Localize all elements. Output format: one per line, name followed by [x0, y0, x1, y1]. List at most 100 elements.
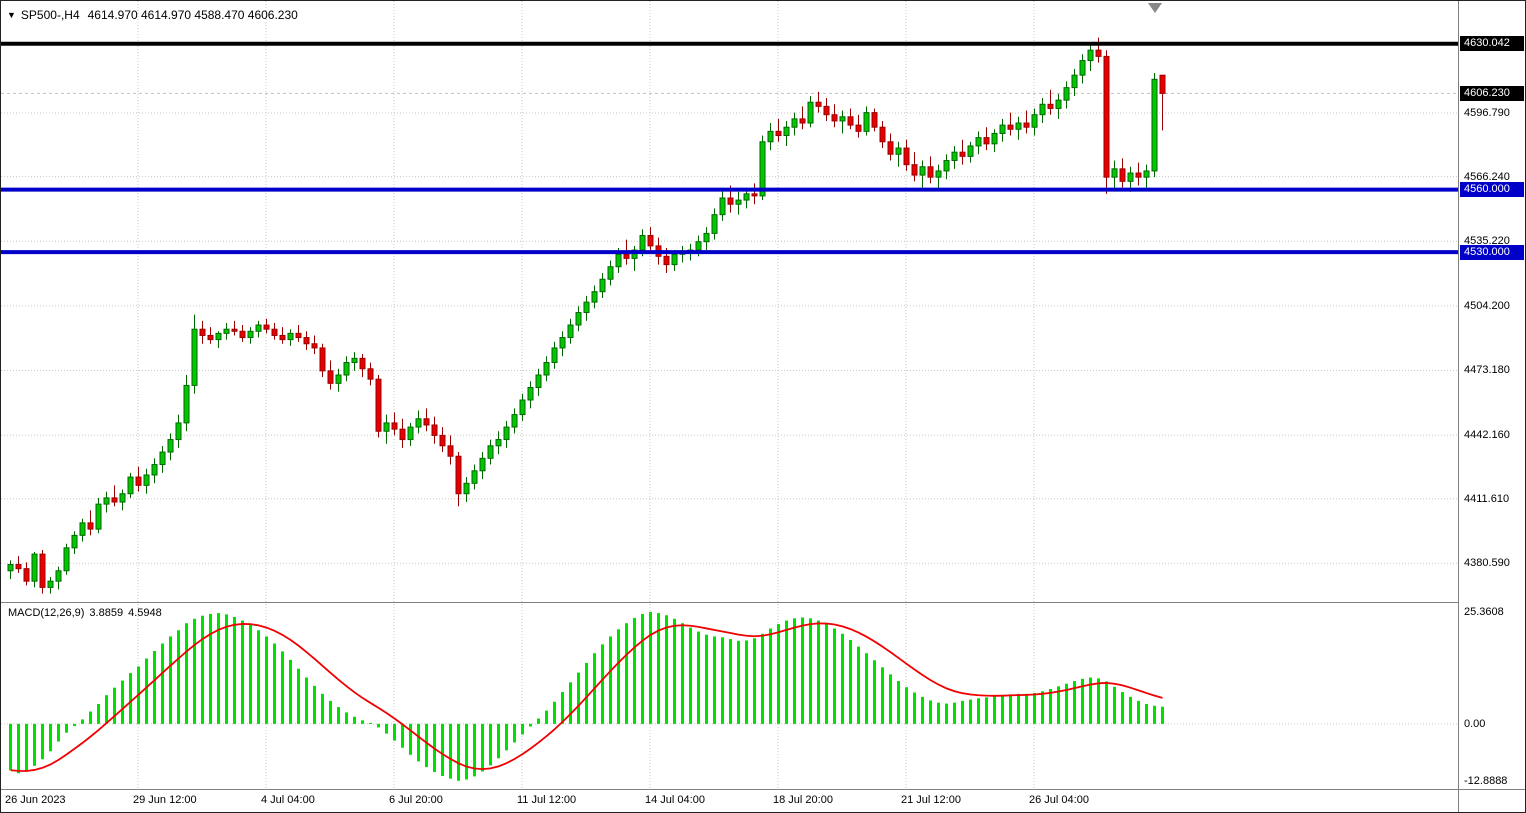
macd-histogram-bar	[729, 639, 732, 724]
macd-histogram-bar	[865, 653, 868, 724]
candle-body	[887, 141, 894, 155]
candle-body	[271, 328, 278, 336]
macd-histogram-bar	[41, 723, 44, 760]
macd-histogram-bar	[633, 617, 636, 724]
price-axis[interactable]: 4630.042 4606.230 4596.790 4566.240 4560.000…	[1458, 1, 1525, 789]
candle-body	[567, 324, 574, 339]
macd-histogram-bar	[257, 630, 260, 724]
candle-body	[807, 101, 814, 124]
macd-histogram-bar	[665, 615, 668, 724]
candle-body	[663, 255, 670, 266]
candle-body	[247, 330, 254, 339]
time-axis-label: 4 Jul 04:00	[261, 794, 315, 806]
time-axis-label: 6 Jul 20:00	[389, 794, 443, 806]
candle-body	[167, 439, 174, 453]
candle-body	[343, 362, 350, 376]
quote-ohlc: 4614.970 4614.970 4588.470 4606.230	[87, 8, 298, 22]
candle-body	[207, 334, 214, 341]
candle-body	[719, 197, 726, 216]
candle-body	[119, 493, 126, 503]
price-axis-label: 4442.160	[1464, 429, 1510, 442]
chart-plot-area[interactable]: ▼ SP500-,H4 4614.970 4614.970 4588.470 460…	[1, 1, 1458, 789]
macd-histogram-bar	[961, 700, 964, 724]
candle-body	[391, 422, 398, 430]
candle-body	[439, 434, 446, 447]
candle-body	[871, 112, 878, 128]
candle-body	[615, 253, 622, 268]
time-axis-label: 11 Jul 12:00	[517, 794, 577, 806]
candle-body	[231, 328, 238, 332]
candle-body	[1063, 87, 1070, 101]
candle-body	[191, 328, 198, 386]
macd-histogram-bar	[297, 668, 300, 724]
candle-body	[15, 564, 22, 570]
candle-body	[47, 580, 54, 588]
candle-body	[1111, 168, 1118, 178]
chart-canvas[interactable]	[1, 1, 1458, 789]
macd-histogram-bar	[193, 618, 196, 724]
candle-body	[279, 334, 286, 341]
macd-axis-label: -12.8888	[1464, 774, 1508, 787]
macd-histogram-bar	[1153, 705, 1156, 724]
candle-body	[375, 378, 382, 432]
macd-histogram-bar	[217, 613, 220, 724]
candle-body	[583, 301, 590, 314]
candle-body	[999, 124, 1006, 134]
macd-histogram-bar	[897, 681, 900, 724]
macd-histogram-bar	[1089, 677, 1092, 724]
candle-body	[879, 126, 886, 143]
macd-histogram-bar	[489, 723, 492, 766]
candle-body	[1079, 60, 1086, 76]
candle-body	[751, 193, 758, 197]
candle-body	[631, 249, 638, 259]
candle-body	[311, 343, 318, 349]
macd-histogram-bar	[345, 712, 348, 724]
macd-histogram-bar	[497, 723, 500, 759]
candle-body	[399, 428, 406, 441]
macd-histogram-bar	[425, 723, 428, 768]
candle-body	[559, 337, 566, 349]
candle-body	[239, 330, 246, 339]
price-level-badge: 4530.000	[1460, 244, 1524, 260]
macd-histogram-bar	[513, 723, 516, 743]
macd-histogram-bar	[105, 695, 108, 724]
candle-body	[975, 137, 982, 147]
candle-body	[1055, 99, 1062, 109]
price-axis-label: 4596.790	[1464, 107, 1510, 120]
macd-histogram-bar	[1025, 693, 1028, 724]
macd-signal-value: 4.5948	[128, 607, 162, 619]
macd-histogram-bar	[129, 673, 132, 724]
macd-histogram-bar	[689, 627, 692, 724]
candle-body	[703, 232, 710, 243]
macd-histogram-bar	[49, 723, 52, 752]
candle-body	[1159, 74, 1166, 94]
macd-histogram-bar	[65, 723, 68, 733]
macd-histogram-bar	[785, 620, 788, 724]
macd-histogram-bar	[585, 662, 588, 724]
macd-histogram-bar	[505, 723, 508, 751]
candle-body	[799, 118, 806, 124]
candle-body	[175, 422, 182, 441]
candle-body	[767, 130, 774, 143]
candle-body	[951, 151, 958, 162]
candle-body	[31, 553, 38, 582]
candle-body	[815, 101, 822, 107]
candle-body	[991, 132, 998, 145]
macd-indicator-label: MACD(12,26,9) 3.8859 4.5948	[8, 607, 167, 619]
symbol-marker-icon: ▼	[7, 10, 16, 20]
price-level-badge: 4560.000	[1460, 182, 1524, 198]
macd-histogram-bar	[1057, 686, 1060, 724]
time-axis[interactable]: 26 Jun 2023 29 Jun 12:00 4 Jul 04:00 6 Jul …	[1, 789, 1458, 812]
candle-body	[223, 328, 230, 334]
macd-histogram-bar	[449, 723, 452, 779]
candle-body	[39, 553, 46, 588]
macd-histogram-bar	[953, 702, 956, 724]
macd-histogram-bar	[625, 623, 628, 724]
macd-histogram-bar	[809, 618, 812, 724]
macd-histogram-bar	[409, 723, 412, 755]
macd-histogram-bar	[321, 693, 324, 724]
candle-body	[463, 482, 470, 495]
macd-histogram-bar	[33, 723, 36, 766]
candle-body	[863, 112, 870, 132]
macd-histogram-bar	[241, 620, 244, 724]
